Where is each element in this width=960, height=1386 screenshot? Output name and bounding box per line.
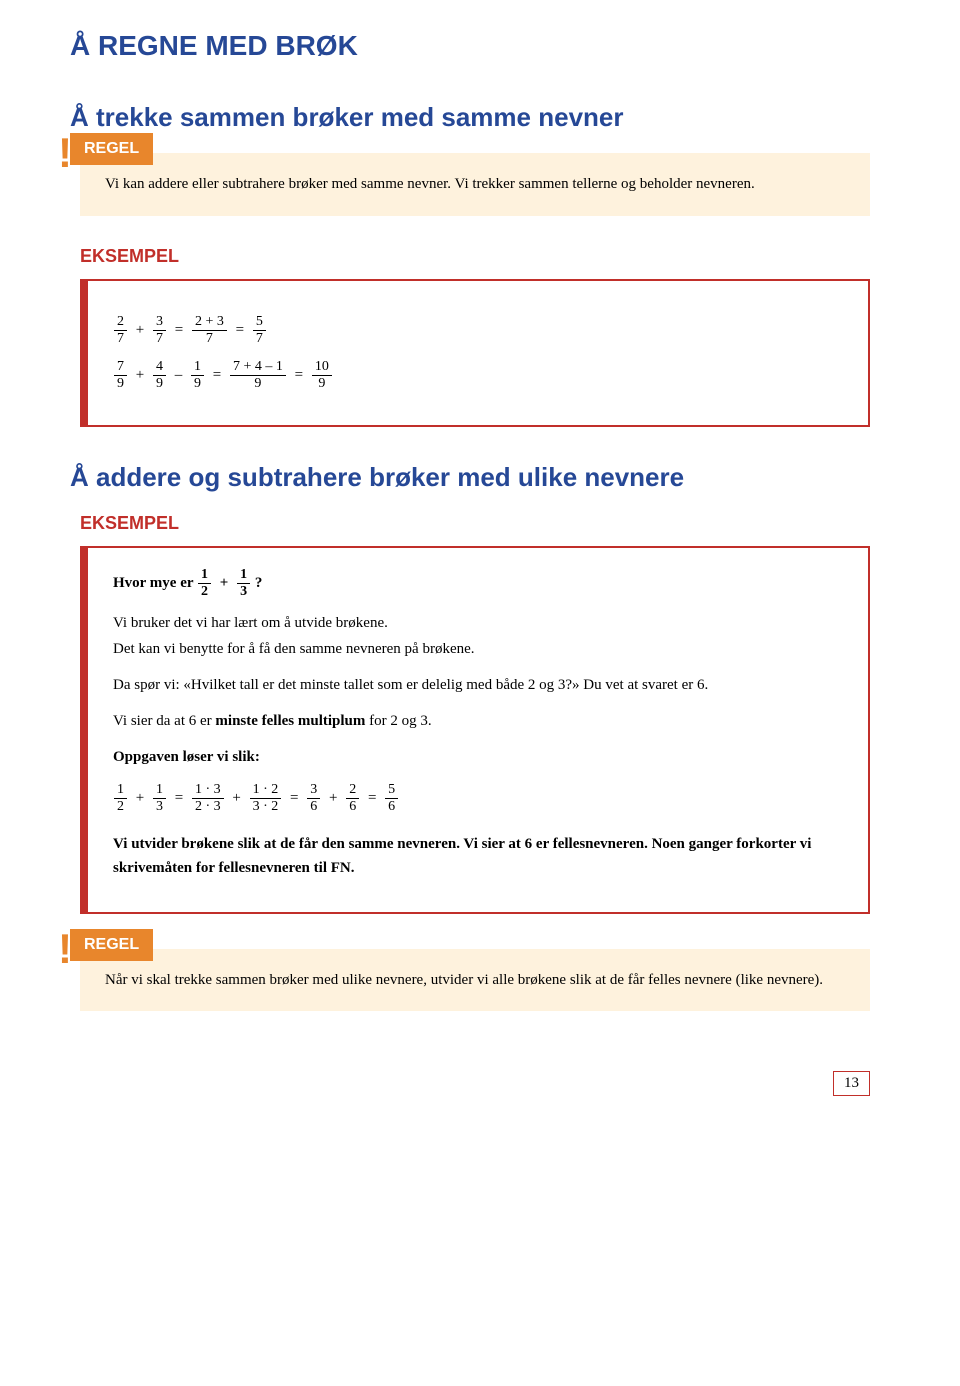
page-title: Å REGNE MED BRØK (70, 30, 870, 62)
section-heading-2: Å addere og subtrahere brøker med ulike … (70, 462, 870, 493)
page-number: 13 (833, 1071, 870, 1096)
regel-box-1: ! REGEL Vi kan addere eller subtrahere b… (80, 153, 870, 216)
regel-text-1: Vi kan addere eller subtrahere brøker me… (105, 173, 845, 196)
math-line-1: 27 + 37 = 2 + 37 = 57 (113, 315, 843, 346)
para-2: Det kan vi benytte for å få den samme ne… (113, 637, 843, 661)
solution-line: 12 + 13 = 1 · 32 · 3 + 1 · 23 · 2 = 36 +… (113, 783, 843, 814)
eksempel-label-2: EKSEMPEL (80, 513, 870, 534)
para-5: Oppgaven løser vi slik: (113, 745, 843, 769)
para-3: Da spør vi: «Hvilket tall er det minste … (113, 673, 843, 697)
example-box-2: Hvor mye er 12 + 13 ? Vi bruker det vi h… (80, 546, 870, 914)
eksempel-label-1: EKSEMPEL (80, 246, 870, 267)
example-box-1: 27 + 37 = 2 + 37 = 57 79 + 49 – 19 = 7 +… (80, 279, 870, 427)
conclusion: Vi utvider brøkene slik at de får den sa… (113, 832, 843, 880)
question-line: Hvor mye er 12 + 13 ? (113, 568, 843, 599)
para-4: Vi sier da at 6 er minste felles multipl… (113, 709, 843, 733)
para-1: Vi bruker det vi har lært om å utvide br… (113, 611, 843, 635)
regel-tab-2: REGEL (70, 929, 153, 961)
regel-tab-1: REGEL (70, 133, 153, 165)
regel-box-2: ! REGEL Når vi skal trekke sammen brøker… (80, 949, 870, 1012)
section-heading-1: Å trekke sammen brøker med samme nevner (70, 102, 870, 133)
regel-text-2: Når vi skal trekke sammen brøker med uli… (105, 969, 845, 992)
math-line-2: 79 + 49 – 19 = 7 + 4 – 19 = 109 (113, 360, 843, 391)
